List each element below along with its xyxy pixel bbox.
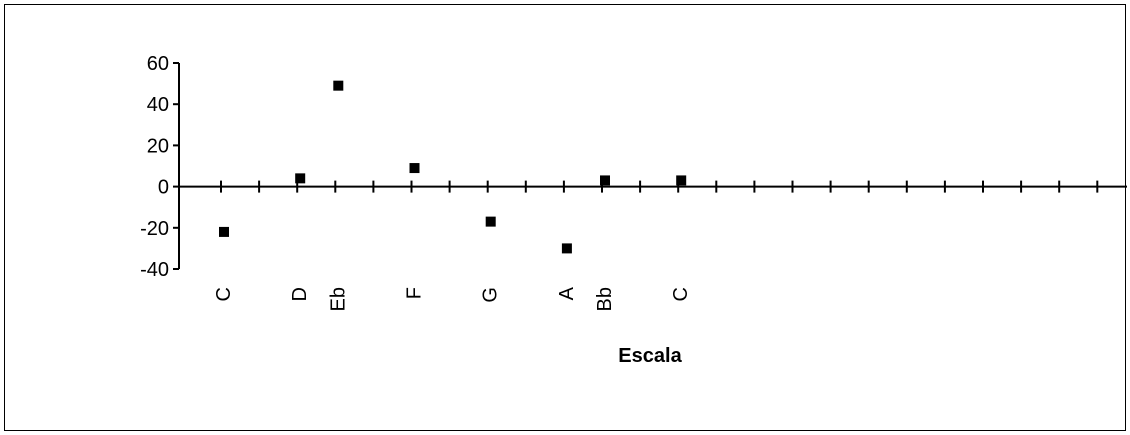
category-label: G [480, 287, 502, 303]
y-tick-label: -20 [140, 218, 169, 240]
x-axis-title: Escala [618, 345, 682, 367]
category-label: Bb [594, 287, 616, 311]
category-label: C [670, 287, 692, 301]
category-label: A [556, 286, 578, 300]
data-point [295, 173, 306, 184]
y-tick-label: 20 [147, 135, 169, 157]
category-label: D [289, 287, 311, 301]
chart-frame: 60 40 20 0 -20 -40 C D Eb F G A Bb C Escala [4, 4, 1127, 431]
x-axis [179, 180, 1127, 193]
category-label: C [213, 287, 235, 301]
data-points [219, 80, 687, 254]
data-point [409, 163, 420, 174]
data-point [333, 80, 344, 91]
y-tick-label: 40 [147, 94, 169, 116]
category-label: Eb [327, 287, 349, 311]
data-point [600, 175, 610, 186]
category-labels: C D Eb F G A Bb C [213, 286, 692, 311]
data-point [561, 243, 572, 254]
category-label: F [404, 287, 426, 299]
y-tick-label: -40 [140, 259, 169, 281]
data-point [219, 226, 229, 237]
y-axis: 60 40 20 0 -20 -40 [140, 53, 180, 281]
data-point [485, 216, 496, 227]
y-tick-label: 60 [147, 53, 169, 75]
data-point [676, 175, 687, 186]
y-tick-label: 0 [158, 177, 169, 199]
scatter-chart: 60 40 20 0 -20 -40 C D Eb F G A Bb C Escala [140, 53, 1127, 367]
